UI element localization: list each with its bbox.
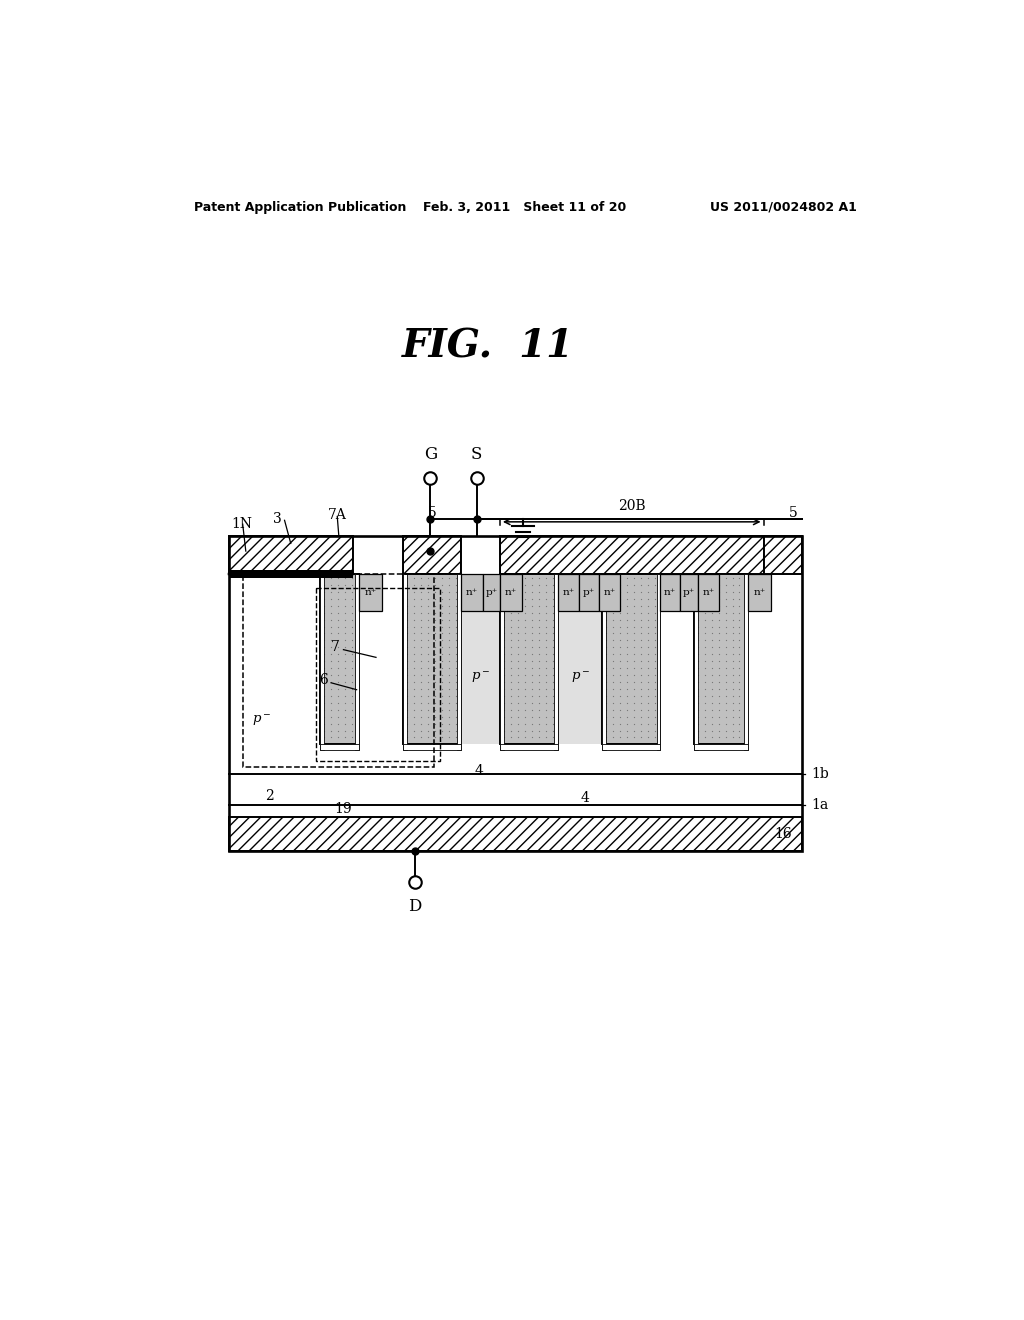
Text: p⁺: p⁺ [485, 589, 498, 597]
Polygon shape [461, 574, 483, 611]
Text: p⁺: p⁺ [683, 589, 695, 597]
Polygon shape [403, 574, 461, 743]
Text: n⁺: n⁺ [664, 589, 676, 597]
Text: n⁺: n⁺ [562, 589, 574, 597]
Text: p⁺: p⁺ [583, 589, 595, 597]
Text: n⁺: n⁺ [702, 589, 715, 597]
Text: n⁺: n⁺ [365, 589, 377, 597]
Polygon shape [660, 574, 680, 611]
Polygon shape [693, 574, 697, 750]
Polygon shape [500, 743, 558, 750]
Text: FIG.  11: FIG. 11 [402, 327, 574, 366]
Text: Feb. 3, 2011   Sheet 11 of 20: Feb. 3, 2011 Sheet 11 of 20 [423, 201, 627, 214]
Polygon shape [228, 536, 352, 574]
Polygon shape [500, 574, 504, 750]
Text: 5: 5 [788, 506, 798, 520]
Polygon shape [461, 536, 500, 574]
Text: Patent Application Publication: Patent Application Publication [194, 201, 407, 214]
Text: p$^-$: p$^-$ [471, 669, 490, 685]
Text: 4: 4 [475, 763, 483, 777]
Polygon shape [698, 574, 719, 611]
Text: 3: 3 [273, 512, 282, 525]
Text: n⁺: n⁺ [603, 589, 615, 597]
Polygon shape [602, 574, 660, 743]
Text: n⁺: n⁺ [466, 589, 478, 597]
Text: 7A: 7A [328, 508, 347, 521]
Text: n⁺: n⁺ [754, 589, 766, 597]
Polygon shape [403, 574, 407, 750]
Polygon shape [321, 743, 359, 750]
Polygon shape [458, 574, 461, 750]
Text: 4: 4 [581, 791, 590, 804]
Text: S: S [471, 446, 482, 462]
Text: US 2011/0024802 A1: US 2011/0024802 A1 [710, 201, 856, 214]
Polygon shape [228, 570, 352, 578]
Polygon shape [321, 574, 324, 750]
Text: 19: 19 [335, 803, 352, 816]
Polygon shape [693, 743, 748, 750]
Polygon shape [602, 574, 606, 750]
Polygon shape [656, 574, 660, 750]
Polygon shape [461, 611, 500, 743]
Polygon shape [352, 536, 403, 574]
Polygon shape [228, 536, 802, 851]
Polygon shape [599, 574, 621, 611]
Polygon shape [403, 743, 461, 750]
Text: 7: 7 [331, 640, 340, 655]
Text: 2: 2 [264, 789, 273, 803]
Polygon shape [228, 817, 802, 851]
Polygon shape [693, 574, 748, 743]
Polygon shape [680, 574, 698, 611]
Polygon shape [748, 574, 771, 611]
Polygon shape [355, 574, 359, 750]
Text: 1a: 1a [812, 799, 828, 812]
Text: 1N: 1N [231, 517, 252, 531]
Polygon shape [321, 574, 359, 743]
Text: 20B: 20B [617, 499, 645, 512]
Polygon shape [764, 536, 802, 574]
Text: 1b: 1b [812, 767, 829, 781]
Text: 5: 5 [427, 506, 436, 520]
Polygon shape [579, 574, 599, 611]
Text: p$^-$: p$^-$ [252, 713, 271, 729]
Polygon shape [483, 574, 500, 611]
Text: D: D [408, 898, 422, 915]
Polygon shape [602, 743, 660, 750]
Polygon shape [554, 574, 558, 750]
Text: 6: 6 [318, 673, 328, 688]
Polygon shape [359, 574, 382, 611]
Text: p$^-$: p$^-$ [570, 669, 590, 685]
Polygon shape [403, 536, 461, 574]
Polygon shape [558, 574, 579, 611]
Polygon shape [500, 574, 558, 743]
Text: 16: 16 [774, 826, 792, 841]
Polygon shape [558, 611, 602, 743]
Polygon shape [500, 536, 764, 574]
Polygon shape [500, 574, 521, 611]
Text: n⁺: n⁺ [505, 589, 517, 597]
Polygon shape [744, 574, 748, 750]
Text: G: G [424, 446, 437, 462]
